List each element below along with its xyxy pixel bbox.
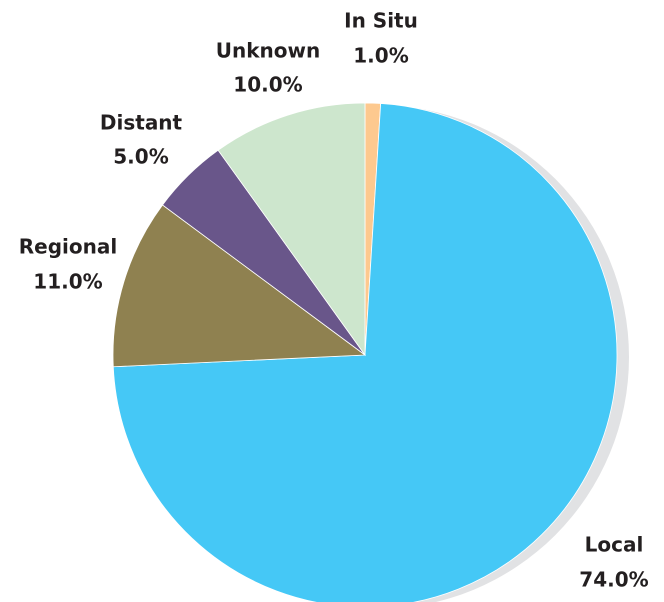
slice-label: Unknown [216,39,320,63]
slice-label: Regional [19,235,117,259]
pie-slice [217,102,366,357]
slice-value: 11.0% [33,270,102,294]
pie-slice [112,103,618,602]
slice-label: In Situ [344,9,418,33]
slice-value: 74.0% [579,568,648,592]
slice-value: 5.0% [113,145,168,169]
slice-value: 10.0% [233,73,302,97]
slice-label: Distant [100,111,183,135]
pie-slice [112,204,367,368]
slice-value: 1.0% [353,44,408,68]
slice-label: Local [585,533,644,557]
